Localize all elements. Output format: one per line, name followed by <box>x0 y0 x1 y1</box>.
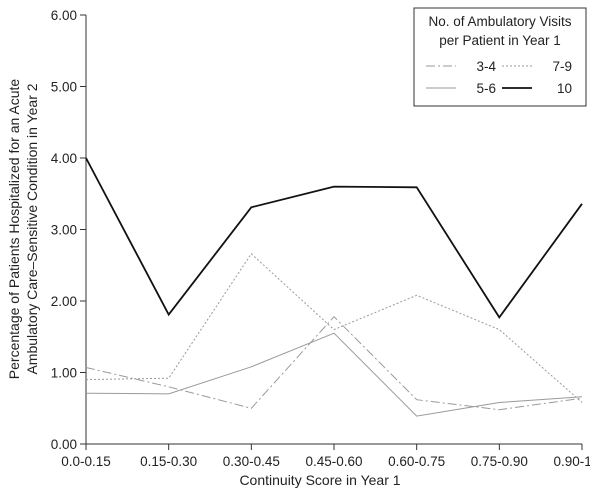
series-lines <box>85 157 583 417</box>
y-tick-label: 1.00 <box>51 366 77 381</box>
y-axis-title-line-2: Ambulatory Care–Sensitive Condition in Y… <box>24 83 40 374</box>
series-line-3-4 <box>85 315 583 411</box>
legend: No. of Ambulatory Visits per Patient in … <box>413 7 587 107</box>
x-tick-label: 0.15-0.30 <box>140 454 197 469</box>
series-line-10 <box>85 157 583 319</box>
y-tick-label: 5.00 <box>51 80 77 95</box>
legend-box <box>413 7 587 107</box>
y-tick-label: 4.00 <box>51 151 77 166</box>
x-tick-label: 0.90-1.00 <box>553 454 590 469</box>
x-tick-label: 0.45-0.60 <box>305 454 362 469</box>
y-tick-label: 3.00 <box>51 223 77 238</box>
x-tick-label: 0.30-0.45 <box>223 454 280 469</box>
legend-label-7-9: 7-9 <box>552 59 572 74</box>
legend-title-line-1: No. of Ambulatory Visits <box>428 14 571 29</box>
x-tick-label: 0.75-0.90 <box>471 454 528 469</box>
x-tick-label: 0.60-0.75 <box>388 454 445 469</box>
legend-label-10: 10 <box>557 81 572 96</box>
legend-label-5-6: 5-6 <box>476 81 496 96</box>
x-tick-label: 0.0-0.15 <box>61 454 111 469</box>
legend-label-3-4: 3-4 <box>476 59 496 74</box>
axes: 0.00 1.00 2.00 3.00 4.00 5.00 6.00 0.0-0.15 0.15… <box>51 8 590 469</box>
series-line-5-6 <box>85 332 583 417</box>
x-axis-title: Continuity Score in Year 1 <box>239 472 400 488</box>
y-axis-title-line-1: Percentage of Patients Hospitalized for … <box>6 79 22 380</box>
y-tick-label: 2.00 <box>51 294 77 309</box>
y-tick-label: 0.00 <box>51 437 77 452</box>
legend-title-line-2: per Patient in Year 1 <box>439 33 561 48</box>
y-tick-label: 6.00 <box>51 8 77 23</box>
series-line-7-9 <box>85 253 583 403</box>
